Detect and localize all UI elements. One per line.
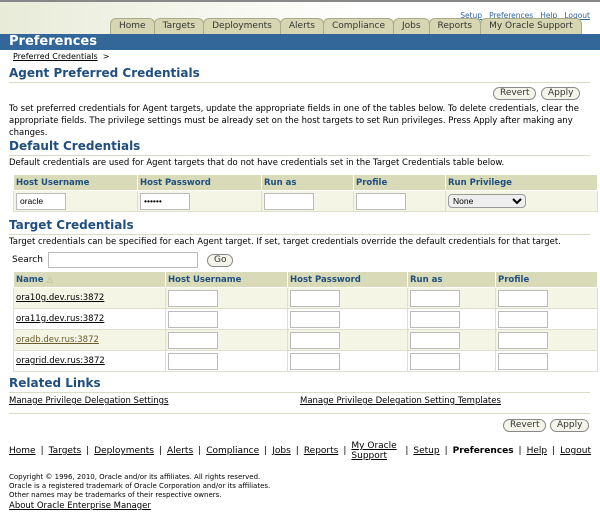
search-input[interactable] <box>48 252 198 268</box>
host-password-input[interactable] <box>290 310 340 328</box>
sort-ascending-icon: △ <box>46 274 53 285</box>
footer-jobs-link[interactable]: Jobs <box>272 446 291 456</box>
run-as-input[interactable] <box>410 310 460 328</box>
default-credentials-heading: Default Credentials <box>9 139 590 156</box>
footer-alerts-link[interactable]: Alerts <box>167 446 194 456</box>
related-links-heading: Related Links <box>9 376 590 393</box>
target-credentials-table: Name △ Host Username Host Password Run a… <box>13 271 598 372</box>
breadcrumb-separator: > <box>102 52 110 61</box>
setup-link[interactable]: Setup <box>460 11 483 20</box>
column-host-password: Host Password <box>137 174 262 191</box>
tab-home[interactable]: Home <box>110 18 155 34</box>
column-run-as: Run as <box>407 271 496 288</box>
host-username-input[interactable] <box>168 310 218 328</box>
about-link[interactable]: About Oracle Enterprise Manager <box>9 501 151 511</box>
footer-help-link[interactable]: Help <box>526 446 548 456</box>
footer-logout-link[interactable]: Logout <box>560 446 591 456</box>
run-privilege-select[interactable]: None <box>448 194 526 208</box>
footer-deployments-link[interactable]: Deployments <box>94 446 154 456</box>
target-credentials-description: Target credentials can be specified for … <box>9 237 561 247</box>
tab-bar: Home Targets Deployments Alerts Complian… <box>110 18 582 34</box>
go-button[interactable]: Go <box>207 254 234 267</box>
footer-setup-link[interactable]: Setup <box>413 446 440 456</box>
table-row: ora10g.dev.rus:3872 <box>13 287 598 309</box>
tab-alerts[interactable]: Alerts <box>279 18 324 34</box>
host-password-input[interactable] <box>290 289 340 307</box>
search-label: Search <box>12 255 43 265</box>
breadcrumb-preferred-credentials[interactable]: Preferred Credentials <box>13 52 98 61</box>
default-credentials-table: Host Username Host Password Run as Profi… <box>13 174 598 212</box>
tab-compliance[interactable]: Compliance <box>323 18 394 34</box>
host-username-input[interactable] <box>168 289 218 307</box>
profile-input[interactable] <box>498 331 548 349</box>
table-row: oragrid.dev.rus:3872 <box>13 350 598 372</box>
footer-compliance-link[interactable]: Compliance <box>206 446 260 456</box>
tab-deployments[interactable]: Deployments <box>203 18 281 34</box>
run-as-input[interactable] <box>410 352 460 370</box>
logout-link[interactable]: Logout <box>564 11 590 20</box>
host-username-input[interactable] <box>16 192 66 210</box>
profile-input[interactable] <box>356 192 406 210</box>
footer-my-oracle-support-link[interactable]: My Oracle Support <box>351 441 397 461</box>
column-profile: Profile <box>495 271 598 288</box>
tab-targets[interactable]: Targets <box>153 18 205 34</box>
divider <box>9 413 590 414</box>
tab-jobs[interactable]: Jobs <box>392 18 430 34</box>
host-username-input[interactable] <box>168 352 218 370</box>
revert-button-bottom[interactable]: Revert <box>503 419 547 432</box>
column-name[interactable]: Name △ <box>13 271 166 288</box>
page-title: Agent Preferred Credentials <box>9 66 590 83</box>
run-as-input[interactable] <box>264 192 314 210</box>
manage-privilege-delegation-templates-link[interactable]: Manage Privilege Delegation Setting Temp… <box>300 396 501 406</box>
target-credentials-heading: Target Credentials <box>9 218 590 235</box>
footer-nav: Home | Targets | Deployments | Alerts | Comp… <box>9 441 591 461</box>
page-bar-title: Preferences <box>0 34 600 50</box>
column-run-privilege: Run Privilege <box>445 174 598 191</box>
default-credentials-description: Default credentials are used for Agent t… <box>9 158 505 168</box>
column-run-as: Run as <box>261 174 354 191</box>
apply-button[interactable]: Apply <box>541 87 581 100</box>
intro-text: To set preferred credentials for Agent t… <box>9 104 580 138</box>
profile-input[interactable] <box>498 352 548 370</box>
run-as-input[interactable] <box>410 331 460 349</box>
tab-reports[interactable]: Reports <box>428 18 482 34</box>
footer-home-link[interactable]: Home <box>9 446 36 456</box>
tab-my-oracle-support[interactable]: My Oracle Support <box>480 18 582 34</box>
target-link[interactable]: ora10g.dev.rus:3872 <box>16 293 105 303</box>
host-password-input[interactable] <box>290 352 340 370</box>
footer-preferences-current: Preferences <box>452 446 514 456</box>
table-row: ora11g.dev.rus:3872 <box>13 308 598 330</box>
table-row: None <box>13 190 598 212</box>
table-row: oradb.dev.rus:3872 <box>13 329 598 351</box>
breadcrumb: Preferred Credentials > <box>13 52 109 61</box>
manage-privilege-delegation-settings-link[interactable]: Manage Privilege Delegation Settings <box>9 396 169 406</box>
host-username-input[interactable] <box>168 331 218 349</box>
host-password-input[interactable] <box>140 192 190 210</box>
target-link[interactable]: oragrid.dev.rus:3872 <box>16 356 105 366</box>
profile-input[interactable] <box>498 310 548 328</box>
revert-button[interactable]: Revert <box>493 87 537 100</box>
target-link[interactable]: oradb.dev.rus:3872 <box>16 335 99 345</box>
column-profile: Profile <box>353 174 446 191</box>
preferences-link[interactable]: Preferences <box>489 11 534 20</box>
help-link[interactable]: Help <box>540 11 558 20</box>
column-host-username: Host Username <box>13 174 138 191</box>
global-links: Setup Preferences Help Logout <box>453 11 590 20</box>
column-host-password: Host Password <box>287 271 408 288</box>
profile-input[interactable] <box>498 289 548 307</box>
run-as-input[interactable] <box>410 289 460 307</box>
apply-button-bottom[interactable]: Apply <box>550 419 590 432</box>
footer-reports-link[interactable]: Reports <box>303 446 339 456</box>
target-link[interactable]: ora11g.dev.rus:3872 <box>16 314 105 324</box>
footer-targets-link[interactable]: Targets <box>48 446 82 456</box>
column-host-username: Host Username <box>165 271 288 288</box>
host-password-input[interactable] <box>290 331 340 349</box>
copyright: Copyright © 1996, 2010, Oracle and/or it… <box>9 473 271 499</box>
